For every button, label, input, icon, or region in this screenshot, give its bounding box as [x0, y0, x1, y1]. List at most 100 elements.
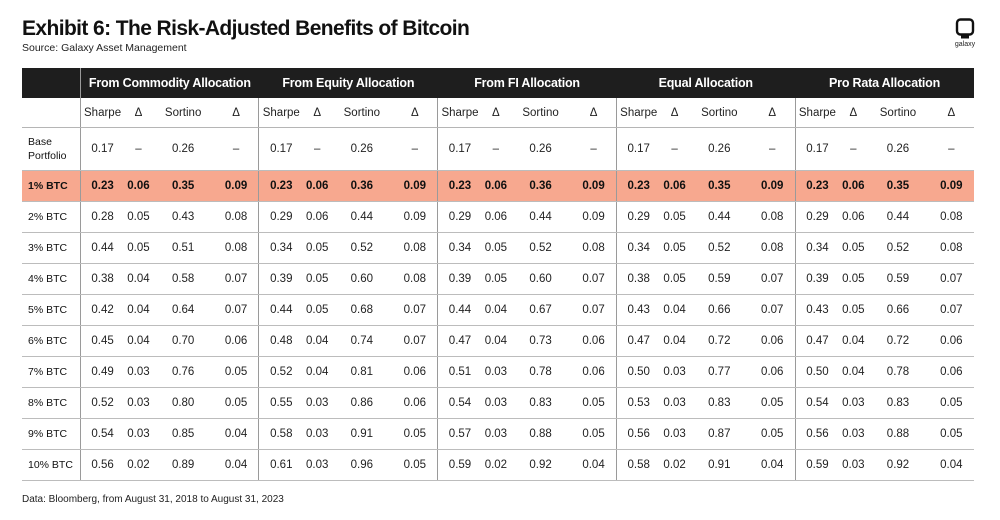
table-cell: 0.60 — [509, 263, 572, 295]
table-cell: 0.06 — [392, 387, 438, 419]
table-cell: 0.06 — [839, 201, 868, 233]
table-cell: 0.56 — [80, 449, 125, 481]
table-cell: 0.05 — [660, 232, 689, 264]
table-cell: 0.68 — [331, 294, 393, 326]
table-cell: 0.06 — [749, 356, 796, 388]
table-cell: 0.06 — [303, 170, 332, 202]
sub-header-0-0: Sharpe — [80, 98, 125, 128]
table-cell: 0.07 — [213, 294, 259, 326]
table-cell: 0.73 — [509, 325, 572, 357]
table-cell: 0.04 — [213, 449, 259, 481]
table-row: 10% BTC 0.56 0.02 0.89 0.04 0.61 0.03 0.96 0.05 0… — [22, 449, 974, 481]
table-cell: 0.08 — [749, 232, 796, 264]
table-cell: 0.92 — [867, 449, 929, 481]
table-cell: 0.05 — [213, 387, 259, 419]
table-cell: 0.05 — [749, 387, 796, 419]
table-cell: 0.03 — [481, 387, 510, 419]
table-cell: 0.35 — [688, 170, 750, 202]
table-cell: 0.44 — [258, 294, 304, 326]
table-cell: 0.03 — [839, 418, 868, 450]
table-cell: 0.26 — [152, 127, 214, 171]
sub-header-row: Sharpe Δ Sortino Δ Sharpe Δ Sortino Δ Sharpe Δ Sor… — [22, 98, 974, 128]
table-cell: 0.45 — [80, 325, 125, 357]
table-cell: 0.39 — [258, 263, 304, 295]
table-cell: 0.08 — [213, 232, 259, 264]
row-label: 1% BTC — [22, 170, 81, 202]
table-cell: 0.04 — [303, 356, 332, 388]
table-cell: 0.35 — [152, 170, 214, 202]
corner-cell — [22, 68, 81, 98]
table-cell: 0.72 — [867, 325, 929, 357]
table-cell: 0.05 — [928, 387, 974, 419]
table-cell: 0.86 — [331, 387, 393, 419]
table-cell: 0.26 — [331, 127, 393, 171]
table-cell: 0.02 — [660, 449, 689, 481]
table-cell: 0.05 — [660, 263, 689, 295]
table-cell: 0.54 — [437, 387, 482, 419]
table-cell: 0.43 — [794, 294, 840, 326]
sub-header-0-2: Sortino — [152, 98, 214, 128]
row-label: 7% BTC — [22, 356, 81, 388]
table-cell: 0.05 — [481, 232, 510, 264]
table-cell: 0.04 — [124, 294, 153, 326]
table-cell: 0.08 — [213, 201, 259, 233]
table-cell: 0.53 — [615, 387, 661, 419]
table-cell: 0.05 — [303, 232, 332, 264]
table-cell: 0.06 — [303, 201, 332, 233]
table-cell: 0.03 — [660, 356, 689, 388]
sub-header-2-0: Sharpe — [437, 98, 482, 128]
table-cell: 0.49 — [80, 356, 125, 388]
table-cell: 0.05 — [213, 356, 259, 388]
table-cell: 0.07 — [392, 294, 438, 326]
table-cell: 0.06 — [660, 170, 689, 202]
table-cell: 0.26 — [688, 127, 750, 171]
table-cell: 0.09 — [392, 170, 438, 202]
table-cell: 0.04 — [839, 356, 868, 388]
table-cell: 0.52 — [509, 232, 572, 264]
source-note: Source: Galaxy Asset Management — [22, 42, 187, 54]
table-cell: 0.08 — [749, 201, 796, 233]
table-cell: 0.05 — [571, 418, 617, 450]
table-cell: 0.26 — [867, 127, 929, 171]
table-cell: 0.43 — [615, 294, 661, 326]
table-cell: 0.03 — [481, 356, 510, 388]
table-row: 2% BTC 0.28 0.05 0.43 0.08 0.29 0.06 0.44 0.09 0.… — [22, 201, 974, 233]
table-cell: 0.48 — [258, 325, 304, 357]
table-cell: 0.05 — [303, 294, 332, 326]
table-cell: 0.54 — [80, 418, 125, 450]
table-cell: – — [481, 127, 510, 171]
table-cell: 0.44 — [688, 201, 750, 233]
table-cell: 0.89 — [152, 449, 214, 481]
galaxy-logo-icon — [955, 18, 975, 39]
table-row: Base Portfolio 0.17–0.26–0.17–0.26–0.17–0… — [22, 127, 974, 171]
table-cell: 0.06 — [124, 170, 153, 202]
table-cell: 0.17 — [615, 127, 661, 171]
table-cell: 0.08 — [392, 263, 438, 295]
table-cell: – — [660, 127, 689, 171]
table-cell: 0.05 — [839, 294, 868, 326]
table-row: 8% BTC 0.52 0.03 0.80 0.05 0.55 0.03 0.86 0.06 0.… — [22, 387, 974, 419]
table-cell: 0.52 — [867, 232, 929, 264]
table-cell: 0.88 — [509, 418, 572, 450]
table-cell: 0.17 — [437, 127, 482, 171]
table-cell: 0.29 — [437, 201, 482, 233]
table-cell: – — [571, 127, 617, 171]
table-row: 5% BTC 0.42 0.04 0.64 0.07 0.44 0.05 0.68 0.07 0.… — [22, 294, 974, 326]
table-cell: 0.06 — [481, 170, 510, 202]
table-row: 4% BTC 0.38 0.04 0.58 0.07 0.39 0.05 0.60 0.08 0.… — [22, 263, 974, 295]
table-cell: 0.06 — [213, 325, 259, 357]
table-cell: 0.52 — [80, 387, 125, 419]
table-cell: 0.51 — [152, 232, 214, 264]
table-cell: 0.38 — [615, 263, 661, 295]
table-cell: 0.36 — [509, 170, 572, 202]
table-cell: 0.43 — [152, 201, 214, 233]
group-header-2: From FI Allocation — [437, 68, 617, 98]
table-cell: 0.06 — [928, 356, 974, 388]
table-cell: 0.04 — [660, 325, 689, 357]
data-footnote: Data: Bloomberg, from August 31, 2018 to… — [22, 494, 284, 505]
table-cell: 0.23 — [258, 170, 304, 202]
table-cell: 0.83 — [867, 387, 929, 419]
group-header-3: Equal Allocation — [616, 68, 796, 98]
table-cell: 0.23 — [794, 170, 840, 202]
table-cell: 0.17 — [794, 127, 840, 171]
